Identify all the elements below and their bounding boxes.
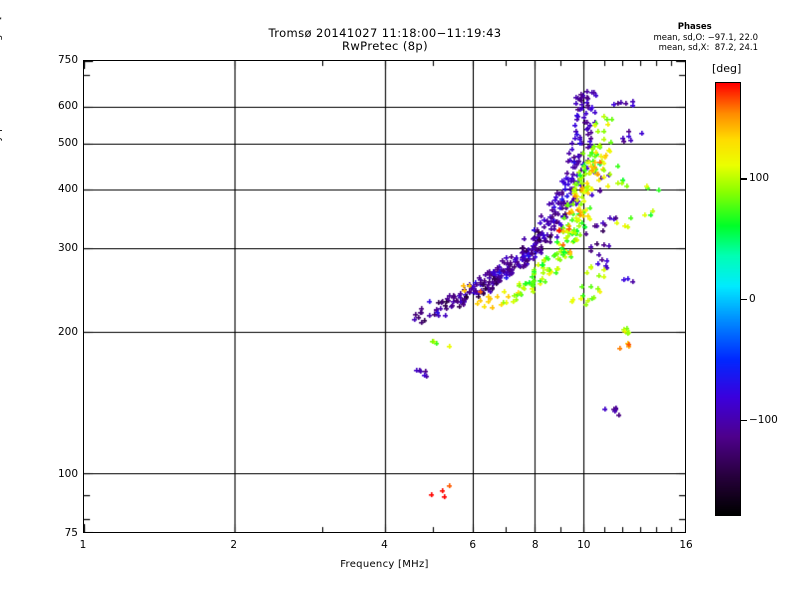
y-tick-label: 400	[57, 183, 78, 196]
colorbar-tick-label: 0	[749, 293, 756, 305]
colorbar-unit-label: [deg]	[712, 62, 742, 75]
x-tick-label: 6	[469, 539, 477, 551]
colorbar-tick-label: −100	[749, 413, 778, 426]
colorbar	[715, 82, 741, 516]
y-axis-label: Stationary phase Virtual Height [km]	[0, 0, 3, 190]
scatter-canvas	[84, 61, 685, 532]
colorbar-tick-mark	[741, 299, 747, 301]
x-tick-label: 16	[679, 539, 693, 551]
colorbar-tick-mark	[741, 178, 747, 180]
phase-annotation-header: Phases	[677, 22, 712, 32]
y-tick-label: 200	[57, 325, 78, 338]
x-tick-label: 1	[79, 539, 87, 551]
x-tick-label: 4	[381, 539, 388, 551]
plot-title-line1: Tromsø 20141027 11:18:00−11:19:43	[268, 26, 502, 40]
phase-annotation-o-mode: mean, sd,O: −97.1, 22.0	[653, 32, 758, 43]
x-tick-label: 10	[577, 539, 591, 551]
plot-title-line2: RwPretec (8p)	[341, 39, 429, 53]
y-tick-label: 500	[57, 137, 78, 150]
y-tick-label: 600	[57, 99, 78, 112]
x-axis-tick-labels: 1 2 4 6 8 10 16	[79, 539, 693, 555]
phase-statistics-annotation: Phases mean, sd,O: −97.1, 22.0 mean, sd,…	[653, 22, 758, 54]
phase-annotation-x-mode: mean, sd,X: 87.2, 24.1	[658, 43, 758, 53]
y-axis-tick-labels: 75 100 200 300 400 500 600 750	[40, 54, 78, 539]
x-tick-label: 2	[230, 539, 238, 551]
y-tick-label: 100	[57, 467, 78, 480]
y-tick-label: 750	[57, 54, 78, 66]
plot-area	[83, 60, 686, 533]
y-tick-label: 75	[64, 527, 78, 539]
colorbar-tick-mark	[741, 419, 747, 421]
colorbar-gradient	[715, 82, 741, 516]
y-tick-label: 300	[57, 242, 78, 255]
plot-title-block: Tromsø 20141027 11:18:00−11:19:43 RwPret…	[83, 27, 687, 53]
colorbar-tick-labels: 100 0 −100	[741, 82, 791, 516]
x-axis-label: Frequency [MHz]	[340, 559, 429, 570]
colorbar-tick-label: 100	[749, 172, 770, 185]
x-tick-label: 8	[531, 539, 539, 551]
